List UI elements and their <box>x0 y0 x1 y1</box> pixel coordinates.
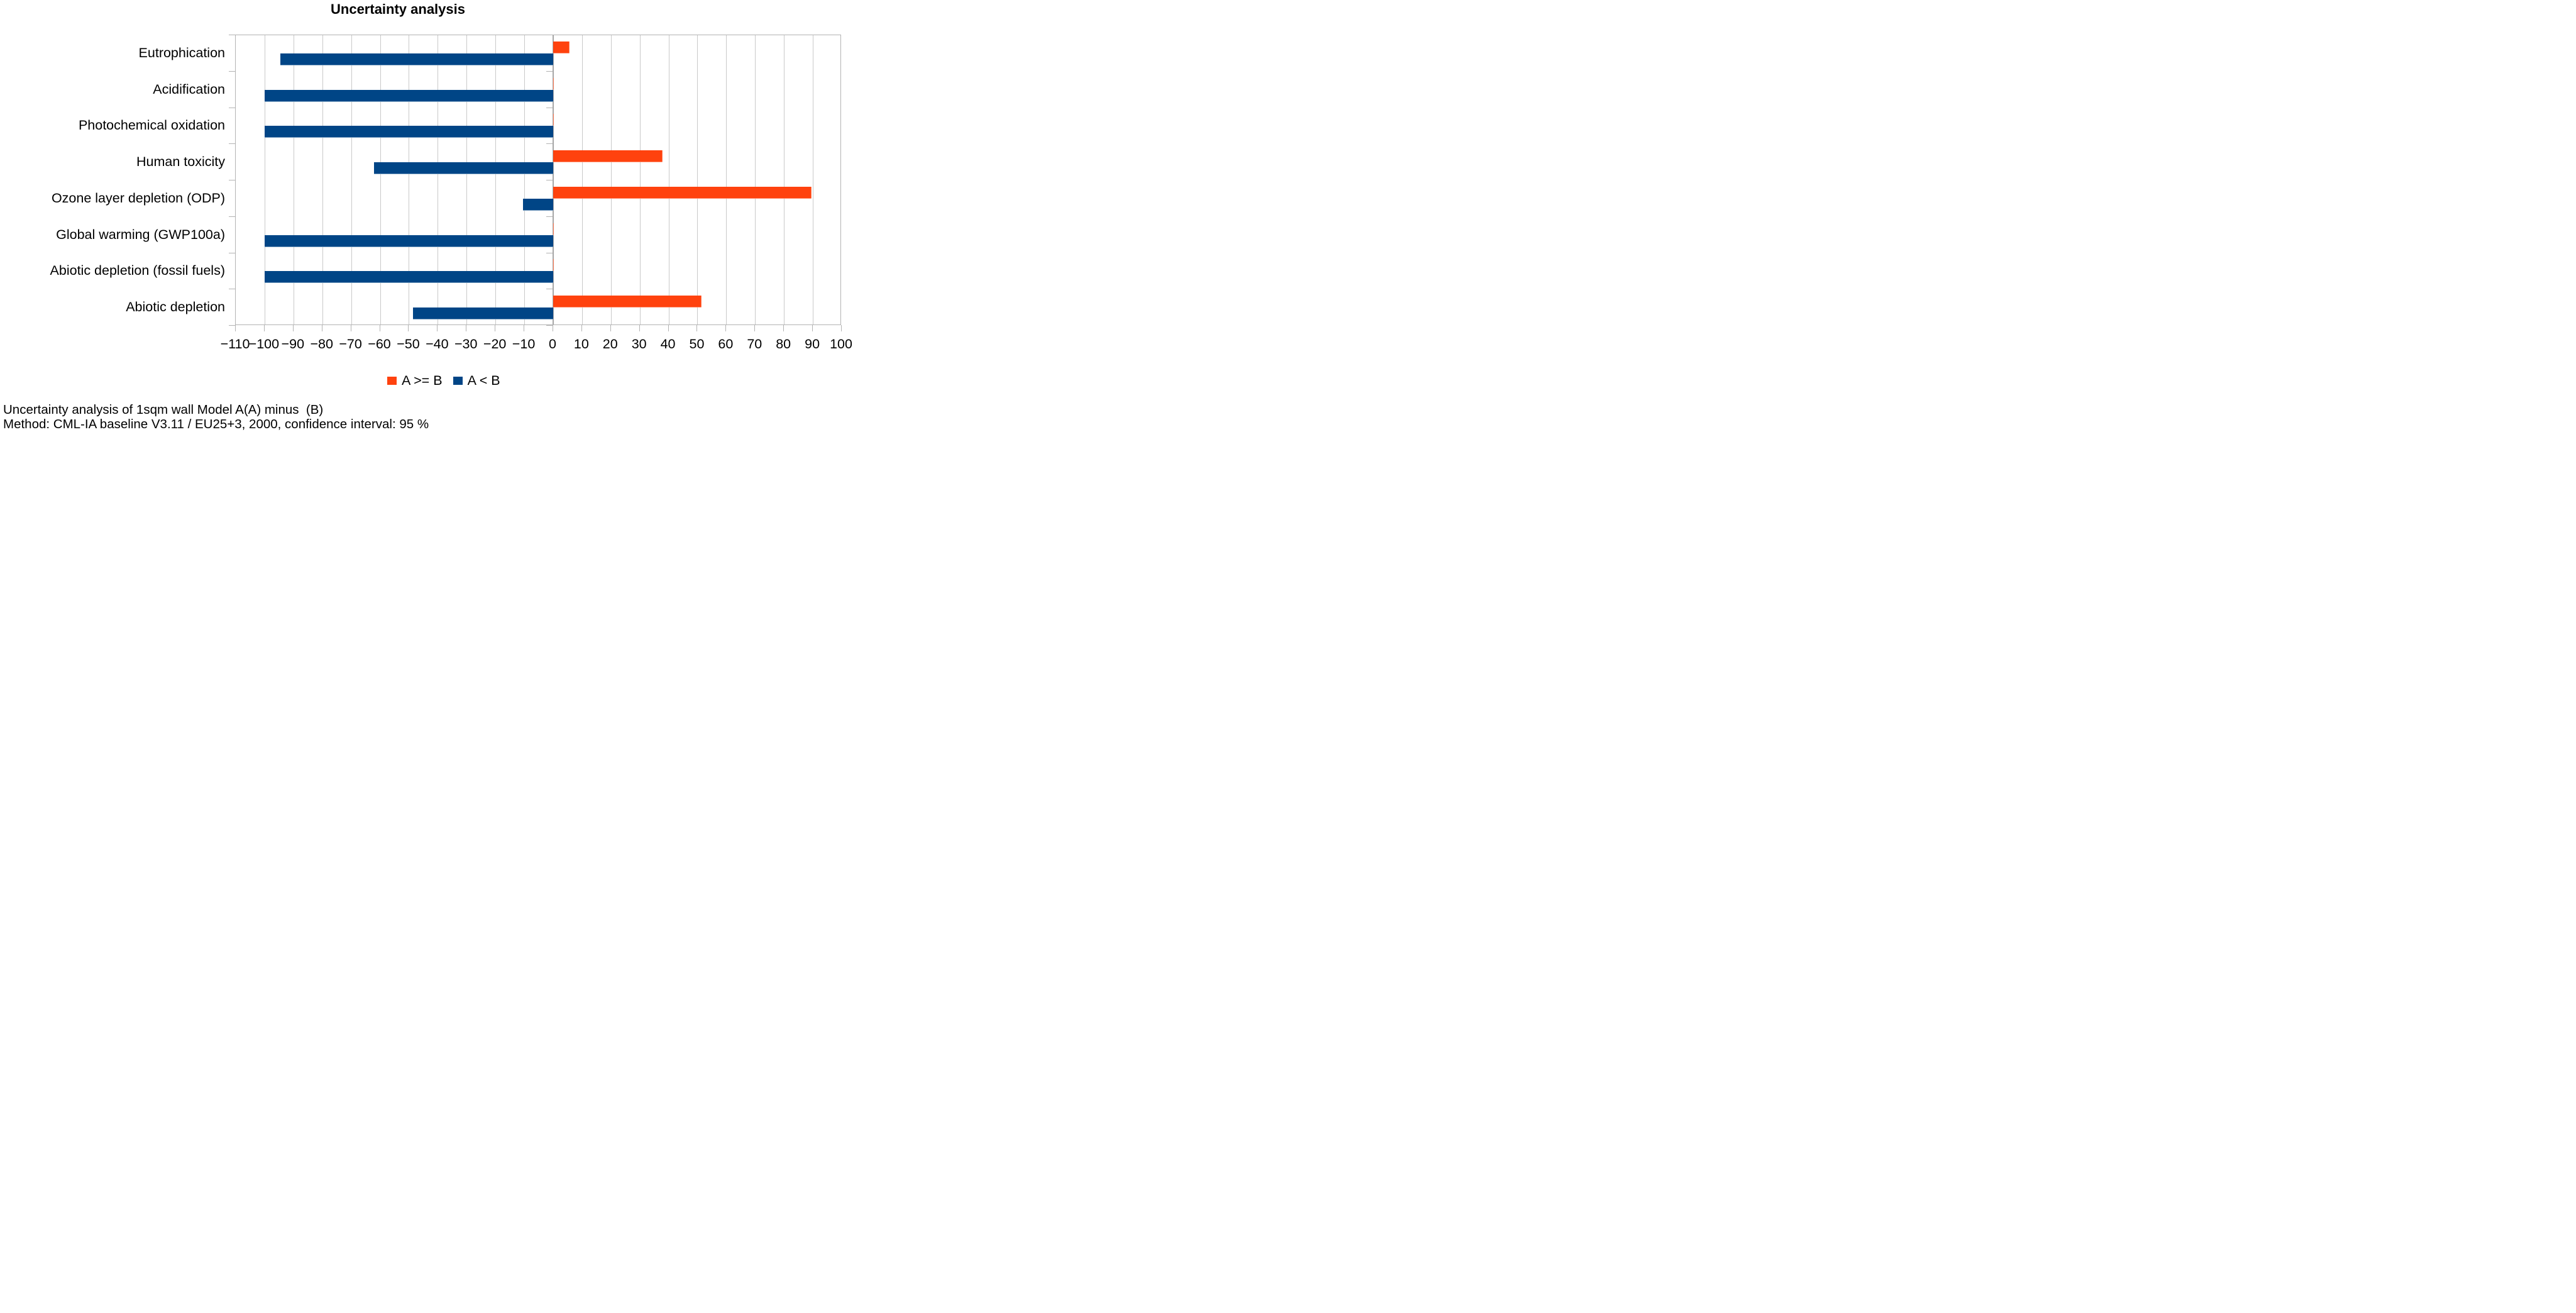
axis-tick <box>546 143 553 145</box>
x-tick-label: 30 <box>631 336 647 352</box>
gridline <box>495 35 497 324</box>
bar-a-ge-b <box>553 223 554 235</box>
zero-axis-line <box>552 35 554 324</box>
legend-swatch-a-ge-b <box>387 377 397 385</box>
bar-a-ge-b <box>553 114 554 126</box>
category-label: Abiotic depletion (fossil fuels) <box>50 263 225 279</box>
gridline <box>466 35 468 324</box>
x-tick-label: −60 <box>368 336 391 352</box>
axis-tick <box>783 325 784 331</box>
category-label: Abiotic depletion <box>126 299 225 315</box>
axis-tick <box>696 325 698 331</box>
axis-tick <box>610 325 611 331</box>
gridline <box>610 35 612 324</box>
gridline <box>581 35 583 324</box>
gridline <box>524 35 526 324</box>
x-tick-label: −100 <box>248 336 280 352</box>
bar-a-lt-b <box>264 271 553 284</box>
category-label: Photochemical oxidation <box>78 118 225 133</box>
bar-a-ge-b <box>553 77 554 90</box>
bar-a-ge-b <box>553 150 663 163</box>
gridline <box>726 35 727 324</box>
axis-tick <box>668 325 669 331</box>
x-tick-label: −20 <box>483 336 507 352</box>
x-tick-label: −10 <box>512 336 536 352</box>
axis-tick <box>546 325 553 326</box>
axis-tick <box>437 325 438 331</box>
axis-tick <box>546 70 553 72</box>
legend: A >= B A < B <box>387 373 500 389</box>
legend-label-a-ge-b: A >= B <box>402 373 443 388</box>
bar-a-lt-b <box>264 235 553 247</box>
x-tick-label: 10 <box>573 336 589 352</box>
axis-tick <box>292 325 294 331</box>
axis-tick <box>725 325 727 331</box>
axis-tick <box>229 143 235 145</box>
x-tick-label: 20 <box>602 336 618 352</box>
axis-tick <box>812 325 813 331</box>
x-tick-label: −110 <box>220 336 250 352</box>
footnote-line-1: Uncertainty analysis of 1sqm wall Model … <box>3 402 324 417</box>
axis-tick <box>581 325 582 331</box>
axis-tick <box>841 325 842 331</box>
chart-title: Uncertainty analysis <box>331 1 465 17</box>
plot-area <box>235 35 841 325</box>
x-tick-label: −30 <box>454 336 478 352</box>
bar-a-lt-b <box>413 307 553 320</box>
gridline <box>755 35 756 324</box>
bar-a-lt-b <box>280 53 553 65</box>
legend-item-a-ge-b: A >= B <box>387 373 443 389</box>
category-label: Global warming (GWP100a) <box>56 226 225 242</box>
uncertainty-analysis-chart: Uncertainty analysis Eutrophication Acidi… <box>0 0 859 438</box>
axis-tick <box>546 216 553 217</box>
gridline <box>639 35 641 324</box>
legend-item-a-lt-b: A < B <box>453 373 500 389</box>
axis-tick <box>235 325 236 331</box>
legend-swatch-a-lt-b <box>453 377 463 385</box>
axis-tick <box>229 325 235 326</box>
axis-tick <box>229 70 235 72</box>
axis-tick <box>754 325 756 331</box>
bar-a-ge-b <box>553 296 702 308</box>
bar-a-lt-b <box>264 89 553 102</box>
x-tick-label: 80 <box>776 336 791 352</box>
chart-footnote: Uncertainty analysis of 1sqm wall Model … <box>3 402 429 431</box>
x-tick-label: −70 <box>339 336 362 352</box>
x-tick-label: 50 <box>689 336 705 352</box>
x-tick-label: 0 <box>548 336 556 352</box>
x-tick-label: 90 <box>805 336 820 352</box>
bar-a-lt-b <box>522 198 553 211</box>
bar-a-ge-b <box>553 186 812 199</box>
bar-a-ge-b <box>553 259 554 272</box>
gridline <box>322 35 323 324</box>
gridline <box>697 35 698 324</box>
gridline <box>380 35 381 324</box>
x-tick-label: 40 <box>660 336 676 352</box>
x-tick-label: −40 <box>426 336 449 352</box>
legend-label-a-lt-b: A < B <box>467 373 500 388</box>
axis-tick <box>229 216 235 217</box>
x-tick-label: 70 <box>747 336 762 352</box>
axis-tick <box>639 325 640 331</box>
bar-a-lt-b <box>264 126 553 138</box>
category-label: Human toxicity <box>136 154 225 170</box>
bar-a-lt-b <box>374 162 553 175</box>
x-tick-label: 60 <box>718 336 734 352</box>
x-tick-label: −90 <box>281 336 305 352</box>
axis-tick <box>408 325 409 331</box>
x-tick-label: −80 <box>310 336 333 352</box>
category-label: Ozone layer depletion (ODP) <box>51 190 225 206</box>
category-label: Eutrophication <box>138 45 225 60</box>
axis-tick <box>263 325 265 331</box>
category-label: Acidification <box>153 81 225 97</box>
x-tick-label: −50 <box>397 336 420 352</box>
gridline <box>351 35 352 324</box>
footnote-line-2: Method: CML-IA baseline V3.11 / EU25+3, … <box>3 416 429 431</box>
bar-a-ge-b <box>553 41 570 53</box>
x-tick-label: 100 <box>830 336 852 352</box>
